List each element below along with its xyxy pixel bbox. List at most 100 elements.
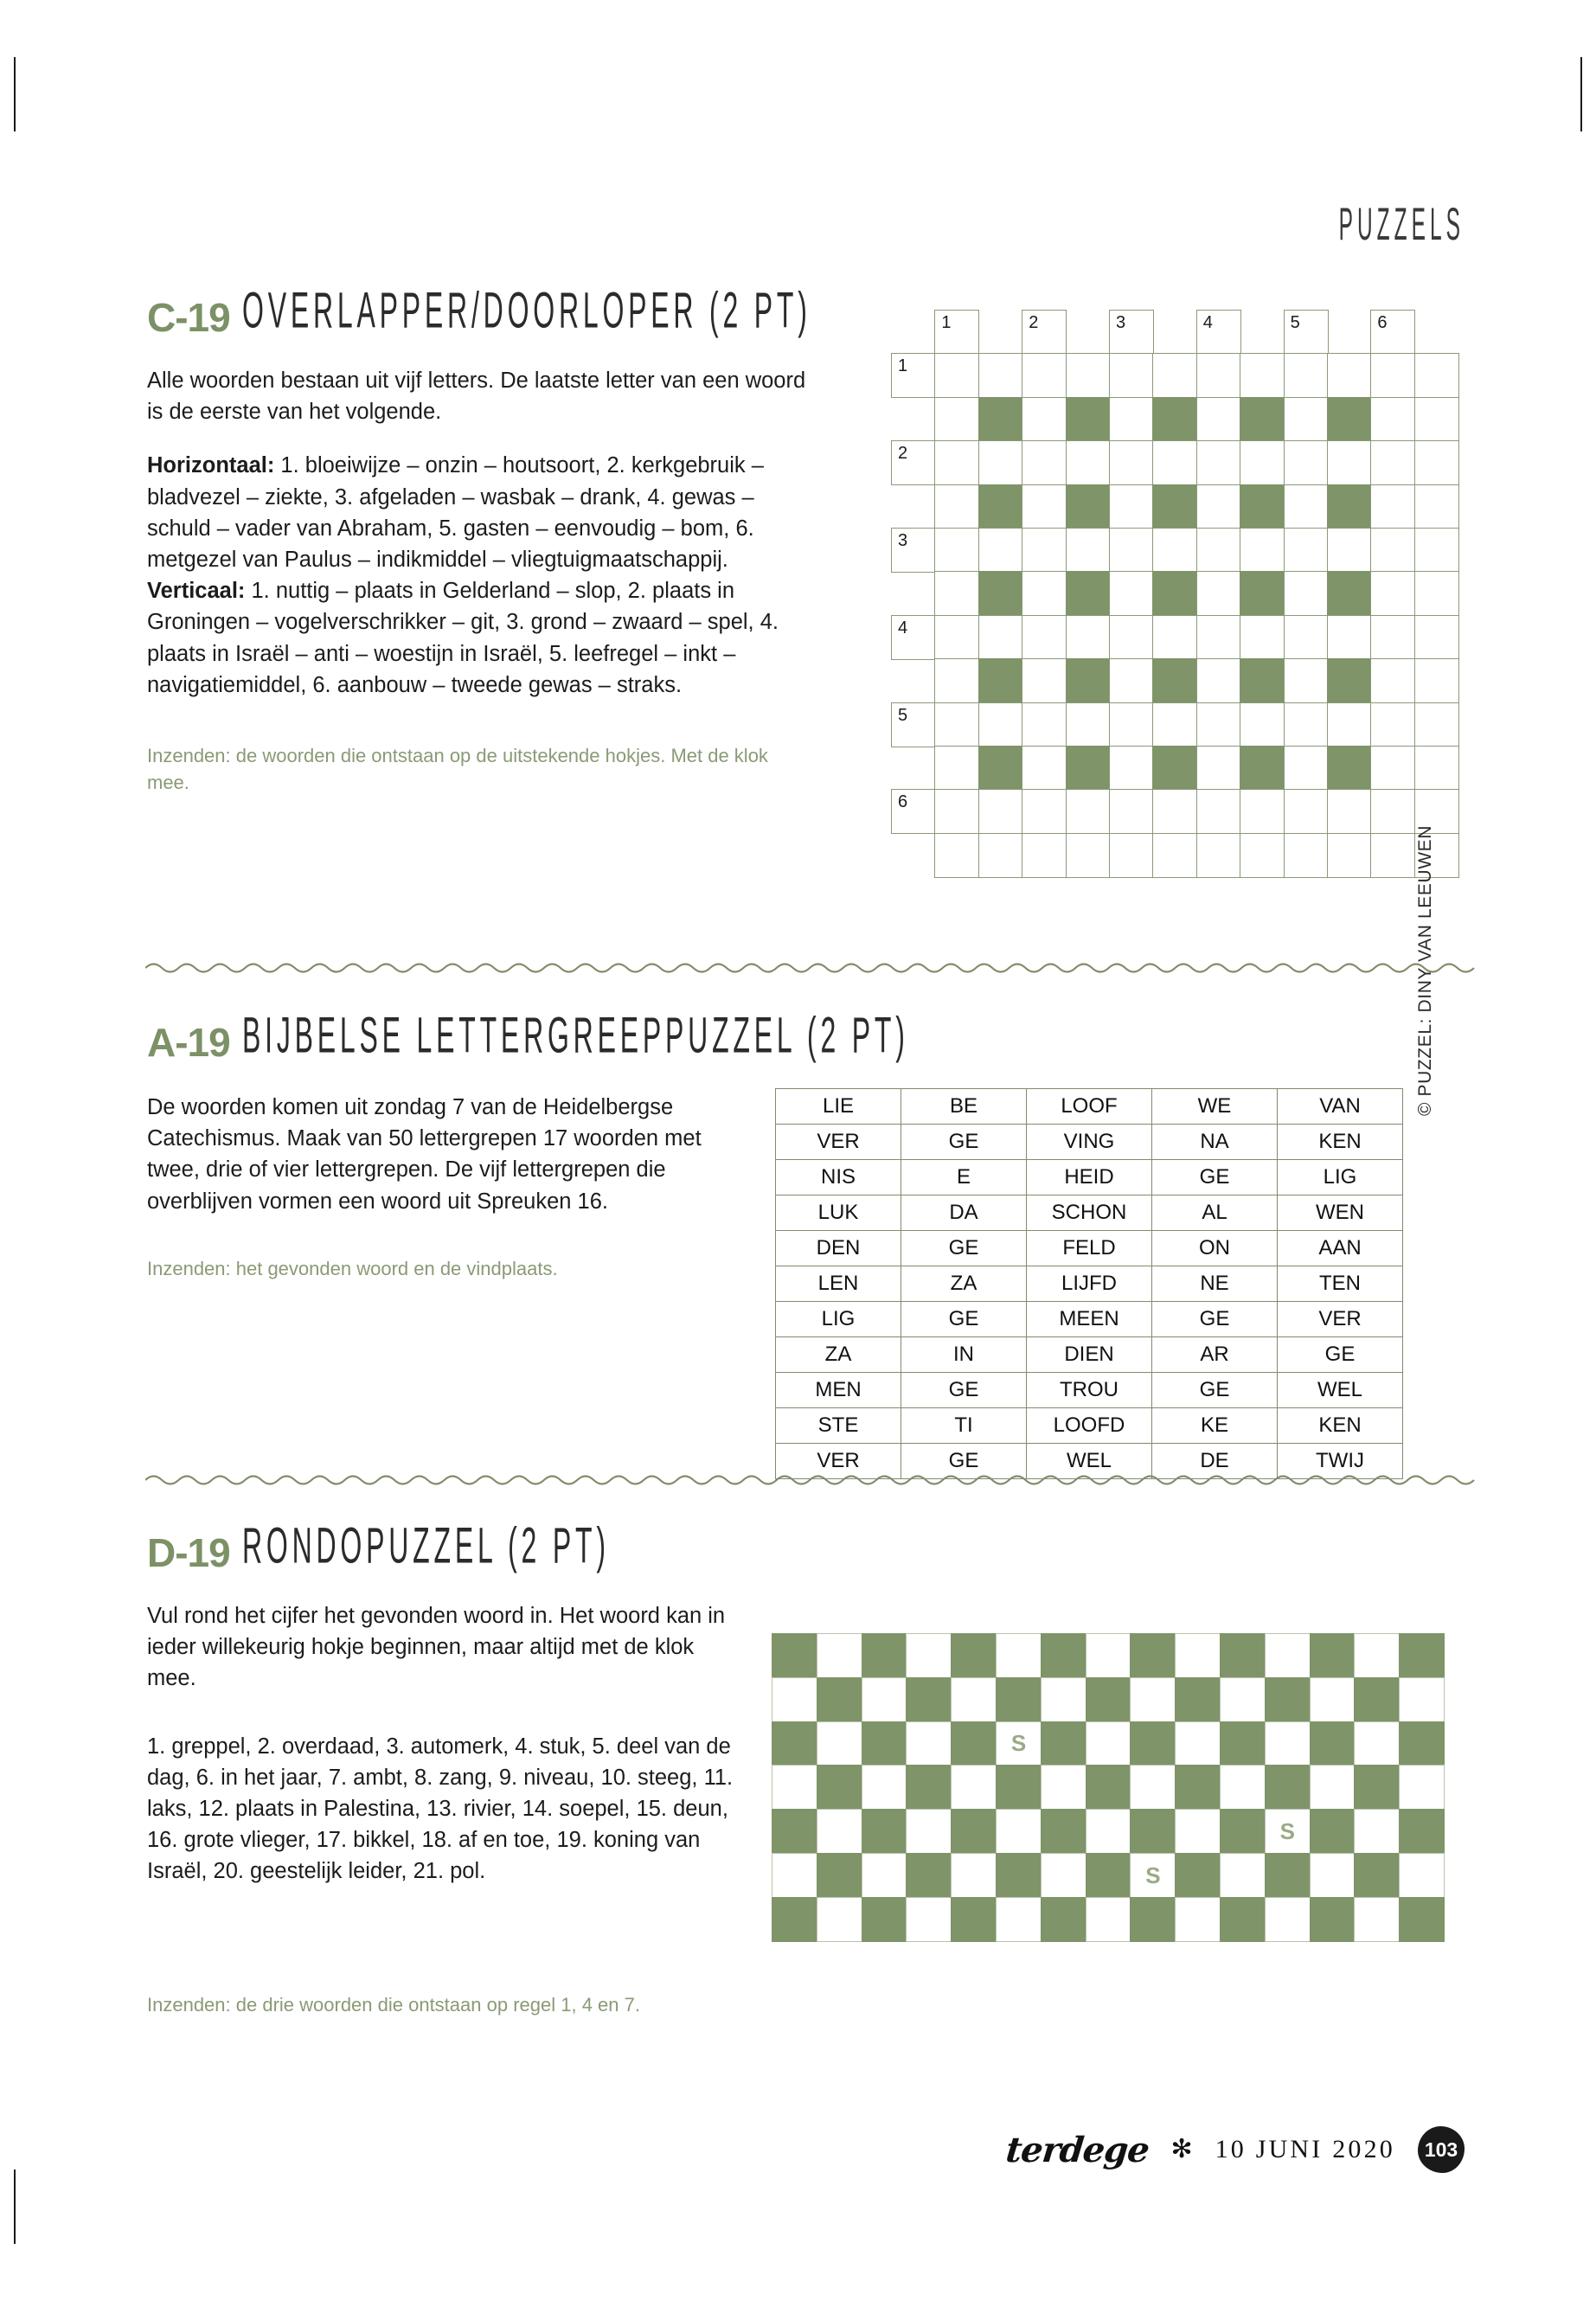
d19-cell[interactable] bbox=[816, 1633, 862, 1678]
a19-syllable-cell[interactable]: KE bbox=[1151, 1407, 1278, 1444]
c19-cell[interactable] bbox=[1065, 832, 1111, 878]
d19-cell[interactable] bbox=[1264, 1721, 1311, 1766]
a19-syllable-cell[interactable]: TWIJ bbox=[1277, 1443, 1403, 1479]
a19-syllable-cell[interactable]: DA bbox=[901, 1195, 1027, 1231]
c19-cell[interactable] bbox=[934, 484, 980, 529]
c19-cell[interactable] bbox=[1283, 396, 1329, 442]
d19-cell[interactable] bbox=[1399, 1853, 1445, 1898]
c19-cell[interactable] bbox=[1327, 528, 1372, 573]
a19-syllable-cell[interactable]: TEN bbox=[1277, 1266, 1403, 1302]
c19-cell[interactable] bbox=[1195, 746, 1241, 791]
d19-cell[interactable] bbox=[1085, 1633, 1131, 1678]
d19-cell[interactable] bbox=[996, 1809, 1042, 1855]
d19-cell[interactable] bbox=[1175, 1896, 1221, 1942]
c19-cell[interactable] bbox=[1370, 746, 1416, 791]
c19-cell[interactable] bbox=[934, 658, 980, 704]
a19-syllable-cell[interactable]: LEN bbox=[775, 1266, 901, 1302]
c19-cell[interactable] bbox=[1195, 440, 1241, 486]
d19-cell[interactable] bbox=[1220, 1765, 1266, 1811]
c19-cell[interactable] bbox=[1195, 571, 1241, 617]
c19-cell[interactable] bbox=[1240, 353, 1285, 399]
d19-s-cell[interactable]: S bbox=[996, 1721, 1042, 1766]
d19-s-cell[interactable]: S bbox=[1130, 1853, 1176, 1898]
c19-cell[interactable] bbox=[1283, 789, 1329, 835]
a19-syllable-cell[interactable]: WEN bbox=[1277, 1195, 1403, 1231]
a19-syllable-cell[interactable]: GE bbox=[1151, 1301, 1278, 1337]
a19-syllable-cell[interactable]: KEN bbox=[1277, 1407, 1403, 1444]
d19-cell[interactable] bbox=[1040, 1765, 1086, 1811]
c19-cell[interactable] bbox=[1283, 614, 1329, 660]
a19-syllable-cell[interactable]: VER bbox=[775, 1443, 901, 1479]
c19-cell[interactable] bbox=[1022, 746, 1067, 791]
c19-cell[interactable] bbox=[1413, 658, 1459, 704]
c19-cell[interactable] bbox=[1152, 702, 1198, 747]
c19-cell[interactable] bbox=[1413, 528, 1459, 573]
a19-syllable-cell[interactable]: LOOF bbox=[1026, 1088, 1152, 1125]
d19-cell[interactable] bbox=[772, 1676, 817, 1722]
d19-cell[interactable] bbox=[1130, 1765, 1176, 1811]
a19-syllable-cell[interactable]: GE bbox=[901, 1372, 1027, 1408]
c19-cell[interactable] bbox=[1065, 528, 1111, 573]
c19-cell[interactable] bbox=[1283, 484, 1329, 529]
a19-syllable-cell[interactable]: GE bbox=[901, 1301, 1027, 1337]
c19-cell[interactable] bbox=[1370, 789, 1416, 835]
d19-cell[interactable] bbox=[1264, 1896, 1311, 1942]
d19-cell[interactable] bbox=[1175, 1721, 1221, 1766]
a19-syllable-cell[interactable]: BE bbox=[901, 1088, 1027, 1125]
c19-cell[interactable] bbox=[934, 571, 980, 617]
c19-cell[interactable] bbox=[1413, 440, 1459, 486]
c19-cell[interactable] bbox=[1370, 528, 1416, 573]
c19-cell[interactable] bbox=[1283, 353, 1329, 399]
a19-syllable-cell[interactable]: WEL bbox=[1026, 1443, 1152, 1479]
d19-cell[interactable] bbox=[772, 1853, 817, 1898]
a19-syllable-cell[interactable]: LUK bbox=[775, 1195, 901, 1231]
c19-cell[interactable] bbox=[977, 440, 1023, 486]
c19-cell[interactable] bbox=[1022, 614, 1067, 660]
c19-cell[interactable] bbox=[1413, 571, 1459, 617]
d19-cell[interactable] bbox=[816, 1896, 862, 1942]
c19-cell[interactable] bbox=[934, 832, 980, 878]
c19-cell[interactable] bbox=[1022, 571, 1067, 617]
c19-cell[interactable] bbox=[977, 614, 1023, 660]
a19-syllable-cell[interactable]: MEN bbox=[775, 1372, 901, 1408]
c19-cell[interactable] bbox=[1022, 702, 1067, 747]
c19-cell[interactable] bbox=[1109, 396, 1154, 442]
a19-syllable-cell[interactable]: GE bbox=[901, 1443, 1027, 1479]
a19-syllable-cell[interactable]: DE bbox=[1151, 1443, 1278, 1479]
c19-cell[interactable] bbox=[934, 702, 980, 747]
d19-cell[interactable] bbox=[816, 1721, 862, 1766]
d19-cell[interactable] bbox=[906, 1809, 952, 1855]
c19-cell[interactable] bbox=[1240, 832, 1285, 878]
d19-cell[interactable] bbox=[1354, 1721, 1401, 1766]
c19-cell[interactable] bbox=[1152, 440, 1198, 486]
c19-cell[interactable] bbox=[1240, 614, 1285, 660]
a19-syllable-cell[interactable]: NE bbox=[1151, 1266, 1278, 1302]
a19-syllable-cell[interactable]: AR bbox=[1151, 1336, 1278, 1373]
c19-cell[interactable] bbox=[1370, 832, 1416, 878]
c19-cell[interactable] bbox=[1022, 528, 1067, 573]
d19-cell[interactable] bbox=[996, 1896, 1042, 1942]
a19-syllable-cell[interactable]: GE bbox=[1151, 1372, 1278, 1408]
c19-cell[interactable] bbox=[1327, 440, 1372, 486]
a19-syllable-cell[interactable]: FELD bbox=[1026, 1230, 1152, 1266]
c19-cell[interactable] bbox=[1195, 658, 1241, 704]
a19-syllable-cell[interactable]: MEEN bbox=[1026, 1301, 1152, 1337]
c19-cell[interactable] bbox=[977, 702, 1023, 747]
c19-cell[interactable] bbox=[1109, 614, 1154, 660]
a19-syllable-cell[interactable]: LIJFD bbox=[1026, 1266, 1152, 1302]
c19-cell[interactable] bbox=[1022, 353, 1067, 399]
c19-cell[interactable] bbox=[1370, 702, 1416, 747]
d19-cell[interactable] bbox=[1040, 1853, 1086, 1898]
c19-cell[interactable] bbox=[1065, 789, 1111, 835]
d19-cell[interactable] bbox=[906, 1721, 952, 1766]
d19-cell[interactable] bbox=[1085, 1721, 1131, 1766]
d19-cell[interactable] bbox=[1085, 1809, 1131, 1855]
c19-cell[interactable] bbox=[1370, 396, 1416, 442]
d19-cell[interactable] bbox=[996, 1633, 1042, 1678]
a19-syllable-cell[interactable]: LIE bbox=[775, 1088, 901, 1125]
d19-s-cell[interactable]: S bbox=[1264, 1809, 1311, 1855]
c19-cell[interactable] bbox=[1283, 702, 1329, 747]
a19-syllable-cell[interactable]: SCHON bbox=[1026, 1195, 1152, 1231]
c19-cell[interactable] bbox=[1327, 353, 1372, 399]
a19-syllable-cell[interactable]: DEN bbox=[775, 1230, 901, 1266]
